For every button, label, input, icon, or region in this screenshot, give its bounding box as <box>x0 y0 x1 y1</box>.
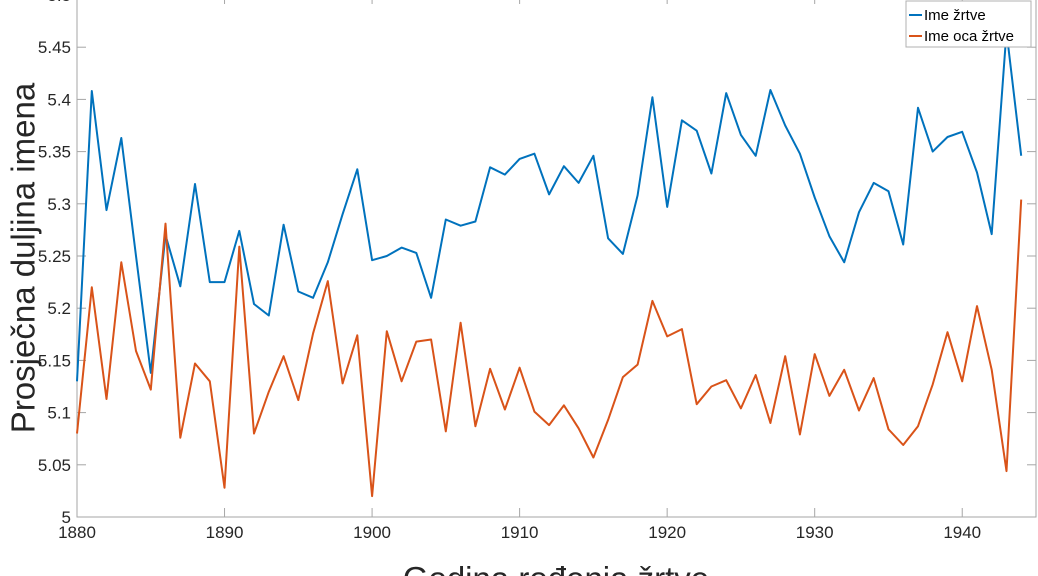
axes: 1880 1890 1900 1910 1920 1930 1940 5 5.05 5.1 5.15… <box>38 0 1037 542</box>
y-tick-label: 5.4 <box>47 90 71 109</box>
x-tick-label: 1930 <box>796 523 834 542</box>
series-line-ime-oca-zrtve <box>76 199 1023 498</box>
y-tick-label: 5.3 <box>47 195 71 214</box>
y-tick-label: 5.15 <box>38 351 71 370</box>
series-line-ime-zrtve <box>76 30 1023 382</box>
x-tick-label: 1900 <box>353 523 391 542</box>
series-group <box>76 30 1023 498</box>
y-tick-label: 5.5 <box>47 0 71 5</box>
legend-label-ime-zrtve: Ime žrtve <box>924 7 986 24</box>
legend-label-ime-oca-zrtve: Ime oca žrtve <box>924 28 1014 45</box>
y-tick-label: 5.05 <box>38 456 71 475</box>
x-tick-label: 1890 <box>206 523 244 542</box>
y-tick-label: 5 <box>62 508 71 527</box>
y-tick-label: 5.35 <box>38 143 71 162</box>
x-tick-label: 1880 <box>58 523 96 542</box>
y-tick-label: 5.1 <box>47 404 71 423</box>
y-tick-label: 5.2 <box>47 299 71 318</box>
y-tick-label: 5.45 <box>38 38 71 57</box>
plot-frame <box>76 0 1037 518</box>
y-axis-label: Prosječna duljina imena <box>5 82 42 433</box>
legend-box <box>905 0 1032 48</box>
x-tick-label: 1910 <box>501 523 539 542</box>
y-tick-label: 5.25 <box>38 247 71 266</box>
x-tick-label: 1940 <box>943 523 981 542</box>
x-tick-label: 1920 <box>648 523 686 542</box>
x-axis-label: Godina rođenja žrtve <box>403 560 709 576</box>
legend: Ime žrtve Ime oca žrtve <box>905 0 1032 48</box>
